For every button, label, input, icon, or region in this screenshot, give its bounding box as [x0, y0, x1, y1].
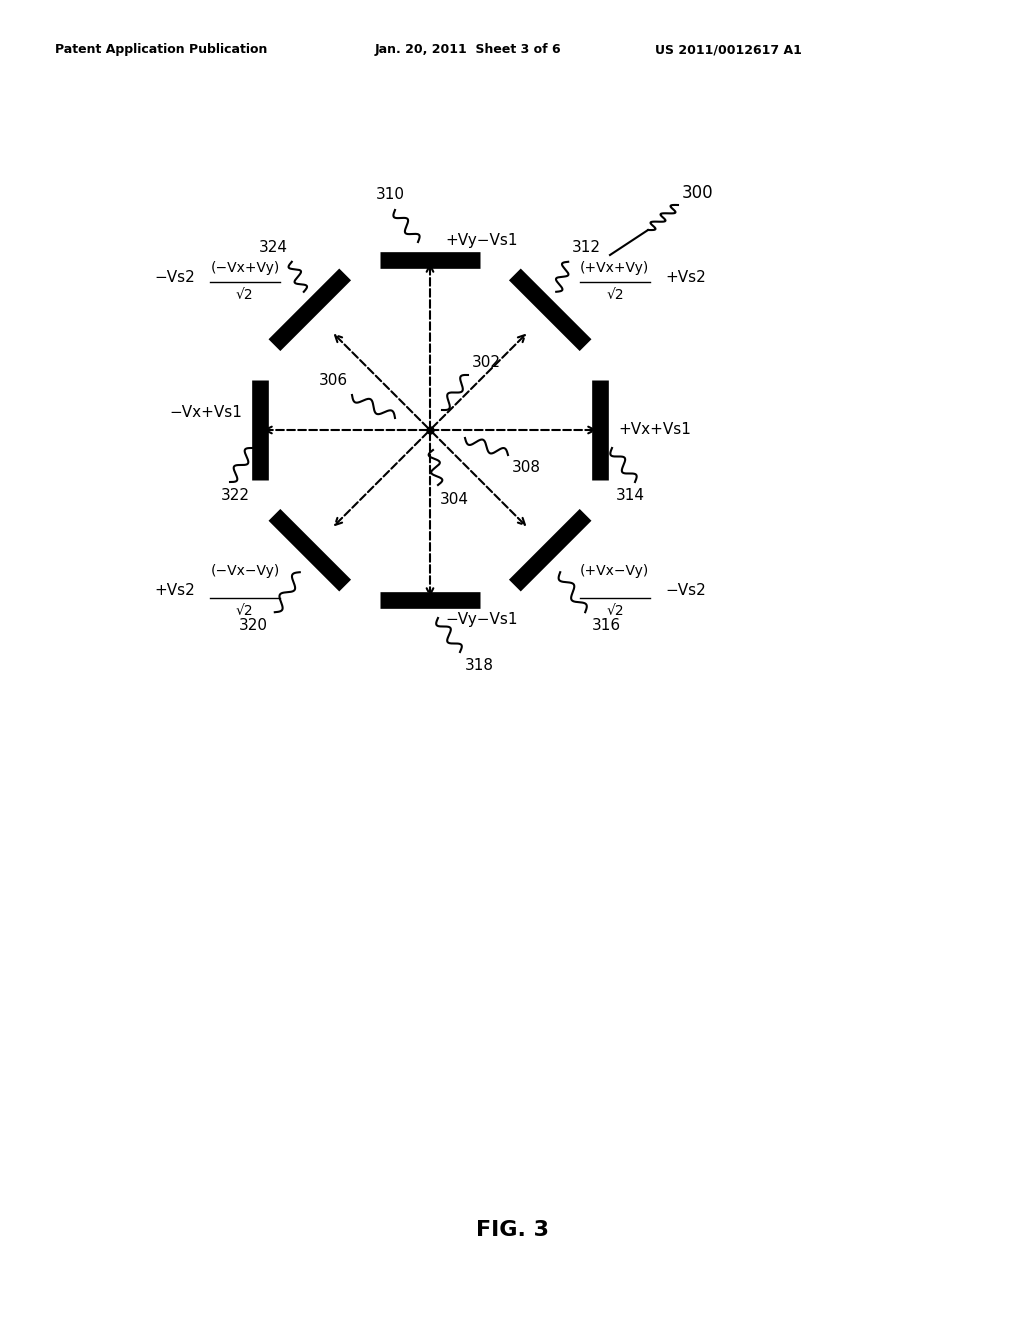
Text: Patent Application Publication: Patent Application Publication: [55, 44, 267, 57]
Text: (−Vx−Vy): (−Vx−Vy): [211, 564, 280, 578]
Text: √2: √2: [606, 288, 624, 302]
Text: −Vx+Vs1: −Vx+Vs1: [169, 405, 242, 420]
Text: FIG. 3: FIG. 3: [475, 1220, 549, 1239]
Text: √2: √2: [606, 605, 624, 618]
Text: −Vy−Vs1: −Vy−Vs1: [445, 612, 517, 627]
Text: 324: 324: [259, 240, 288, 255]
Text: 318: 318: [465, 657, 494, 673]
Text: 306: 306: [318, 374, 348, 388]
Text: +Vy−Vs1: +Vy−Vs1: [445, 234, 517, 248]
Text: 314: 314: [615, 488, 644, 503]
Text: √2: √2: [236, 288, 254, 302]
Text: 304: 304: [440, 492, 469, 507]
Text: +Vs2: +Vs2: [666, 271, 706, 285]
Text: 322: 322: [220, 488, 250, 503]
Text: 300: 300: [682, 183, 714, 202]
Text: 320: 320: [239, 618, 268, 634]
Text: 302: 302: [472, 355, 501, 370]
Text: +Vx+Vs1: +Vx+Vs1: [618, 422, 691, 437]
Text: Jan. 20, 2011  Sheet 3 of 6: Jan. 20, 2011 Sheet 3 of 6: [375, 44, 561, 57]
Text: (+Vx−Vy): (+Vx−Vy): [581, 564, 649, 578]
Text: −Vs2: −Vs2: [154, 271, 195, 285]
Text: (+Vx+Vy): (+Vx+Vy): [581, 261, 649, 275]
Text: 308: 308: [512, 459, 541, 475]
Text: −Vs2: −Vs2: [666, 582, 706, 598]
Text: +Vs2: +Vs2: [154, 582, 195, 598]
Text: 316: 316: [592, 618, 622, 634]
Text: 310: 310: [376, 187, 404, 202]
Text: US 2011/0012617 A1: US 2011/0012617 A1: [655, 44, 802, 57]
Text: √2: √2: [236, 605, 254, 618]
Text: (−Vx+Vy): (−Vx+Vy): [211, 261, 280, 275]
Text: 312: 312: [572, 240, 601, 255]
